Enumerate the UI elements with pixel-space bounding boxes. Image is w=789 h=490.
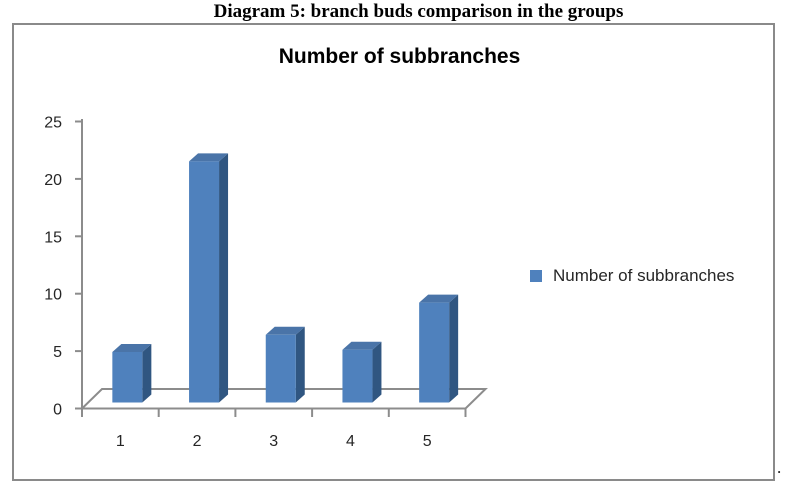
x-tick-label: 3 <box>269 433 278 450</box>
bar-top-2 <box>189 153 229 162</box>
y-tick-label: 10 <box>44 287 62 304</box>
bar-top-5 <box>419 294 459 303</box>
x-tick-label: 2 <box>193 433 202 450</box>
y-tick-label: 20 <box>44 172 62 189</box>
y-tick-label: 0 <box>53 402 62 419</box>
x-tick-label: 1 <box>116 433 125 450</box>
bar-4 <box>342 349 373 403</box>
bar-top-3 <box>265 326 305 335</box>
y-tick-label: 15 <box>44 229 62 246</box>
bar-side-1 <box>142 343 152 403</box>
bar-top-1 <box>112 343 152 352</box>
bar-side-4 <box>372 341 382 403</box>
bar-2 <box>189 161 220 403</box>
legend-swatch <box>530 270 542 282</box>
legend: Number of subbranches <box>530 266 734 286</box>
x-tick-label: 4 <box>346 433 355 450</box>
legend-label: Number of subbranches <box>553 266 735 285</box>
bar-top-4 <box>342 341 382 350</box>
x-tick-label: 5 <box>423 433 432 450</box>
bar-1 <box>112 351 143 403</box>
y-tick-label: 5 <box>53 344 62 361</box>
y-tick-label: 25 <box>44 115 62 132</box>
bar-side-3 <box>295 326 305 403</box>
chart-title: Number of subbranches <box>278 45 521 68</box>
bar-side-5 <box>449 294 459 403</box>
trailing-period: . <box>777 458 782 477</box>
figure-caption: Diagram 5: branch buds comparison in the… <box>213 1 624 22</box>
bar-5 <box>419 302 450 403</box>
bar-3 <box>265 334 296 403</box>
bar-side-2 <box>219 153 229 403</box>
